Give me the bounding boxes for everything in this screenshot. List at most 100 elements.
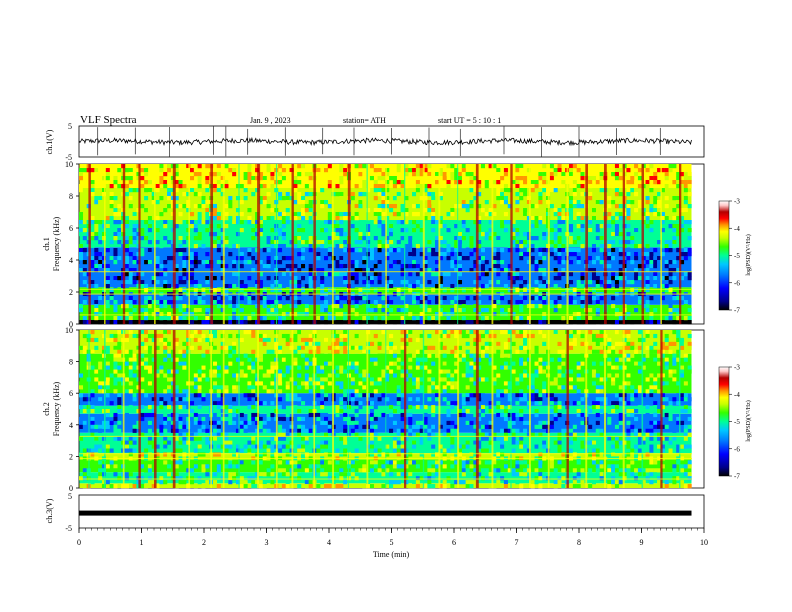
spectrogram-cell (404, 330, 409, 335)
spectrogram-cell (94, 232, 99, 237)
spectrogram-cell (220, 444, 225, 449)
spectrogram-cell (480, 468, 485, 473)
spectrogram-cell (339, 212, 344, 217)
spectrogram-cell (232, 464, 237, 469)
spectrogram-cell (163, 480, 168, 485)
spectrogram-cell (435, 472, 440, 477)
spectrogram-cell (163, 316, 168, 321)
spectrogram-cell (140, 432, 145, 437)
spectrogram-cell (197, 176, 202, 181)
spectrogram-cell (147, 476, 152, 481)
spectrogram-cell (392, 448, 397, 453)
spectrogram-cell (228, 224, 233, 229)
spectrogram-cell (526, 168, 531, 173)
spectrogram-cell (193, 385, 198, 390)
spectrogram-cell (507, 320, 512, 325)
spectrogram-cell (457, 232, 463, 237)
spectrogram-cell (251, 168, 256, 173)
spectrogram-cell (90, 260, 95, 265)
spectrogram-cell (216, 260, 221, 265)
spectrogram-cell (212, 276, 218, 281)
spectrogram-cell (247, 208, 252, 213)
spectrogram-cell (683, 188, 688, 193)
spectrogram-cell (526, 272, 531, 277)
spectrogram-cell (98, 196, 103, 201)
spectrogram-cell (396, 432, 401, 437)
spectrogram-cell (258, 476, 263, 481)
spectrogram-cell (327, 212, 332, 217)
spectrogram-cell (396, 168, 401, 173)
spectrogram-cell (117, 365, 122, 370)
spectrogram-cell (320, 412, 325, 418)
spectrogram-cell (396, 212, 401, 217)
spectrogram-cell (159, 405, 164, 410)
spectrogram-cell (301, 330, 306, 335)
spectrogram-cell (415, 405, 420, 410)
spectrogram-cell (450, 369, 455, 374)
spectrogram-cell (174, 389, 179, 394)
spectrogram-cell (457, 320, 463, 325)
spectrogram-cell (155, 228, 160, 233)
spectrogram-cell (362, 288, 367, 293)
spectrogram-cell (687, 272, 692, 277)
spectrogram-cell (389, 288, 394, 293)
spectrogram-cell (285, 484, 290, 489)
spectrogram-cell (538, 276, 543, 281)
spectrogram-cell (503, 412, 508, 418)
spectrogram-cell (507, 420, 512, 425)
spectrogram-cell (392, 460, 397, 465)
spectrogram-cell (228, 464, 233, 469)
spectrogram-cell (450, 284, 455, 289)
spectrogram-cell (385, 252, 390, 257)
spectrogram-cell (98, 385, 103, 390)
spectrogram-cell (381, 204, 386, 209)
spectrogram-cell (423, 333, 428, 339)
spectrogram-cell (270, 401, 275, 406)
spectrogram-cell (105, 248, 110, 253)
spectrogram-cell (427, 389, 432, 394)
spectrogram-cell (477, 345, 482, 350)
spectrogram-cell (477, 405, 482, 410)
spectrogram-cell (79, 381, 84, 386)
spectrogram-cell (392, 264, 397, 269)
spectrogram-cell (557, 248, 562, 253)
spectrogram-cell (645, 288, 650, 293)
spectrogram-cell (519, 208, 524, 213)
spectrogram-cell (90, 365, 95, 370)
transmitter-line (79, 271, 692, 273)
spectrogram-cell (369, 357, 374, 362)
spectrogram-cell (140, 288, 145, 293)
spectrogram-cell (488, 276, 493, 281)
spectrogram-cell (427, 476, 432, 481)
spectrogram-cell (193, 204, 198, 209)
spectrogram-cell (484, 212, 489, 217)
spectrogram-cell (450, 373, 455, 378)
spectrogram-cell (266, 216, 271, 221)
spectrogram-cell (454, 308, 459, 313)
spectrogram-cell (109, 420, 114, 425)
spectrogram-cell (457, 444, 463, 449)
spectrogram-cell (649, 256, 654, 261)
spectrogram-cell (469, 353, 474, 358)
spectrogram-cell (354, 260, 359, 265)
spectrogram-cell (614, 164, 619, 169)
spectrogram-cell (366, 244, 371, 249)
spectrogram-cell (457, 172, 463, 177)
sferic-streak (585, 164, 588, 324)
spectrogram-cell (389, 308, 394, 313)
spectrogram-cell (450, 381, 455, 386)
spectrogram-cell (480, 349, 485, 354)
spectrogram-cell (653, 212, 658, 217)
spectrogram-cell (304, 436, 309, 441)
spectrogram-cell (228, 320, 233, 325)
spectrogram-cell (270, 320, 275, 325)
spectrogram-cell (427, 365, 432, 370)
spectrogram-cell (381, 228, 386, 233)
spectrogram-cell (308, 412, 313, 418)
spectrogram-cell (144, 172, 149, 177)
spectrogram-cell (343, 337, 348, 343)
spectrogram-cell (438, 268, 443, 273)
spectrogram-cell (634, 256, 639, 261)
spectrogram-cell (190, 436, 195, 441)
spectrogram-cell (542, 180, 547, 185)
